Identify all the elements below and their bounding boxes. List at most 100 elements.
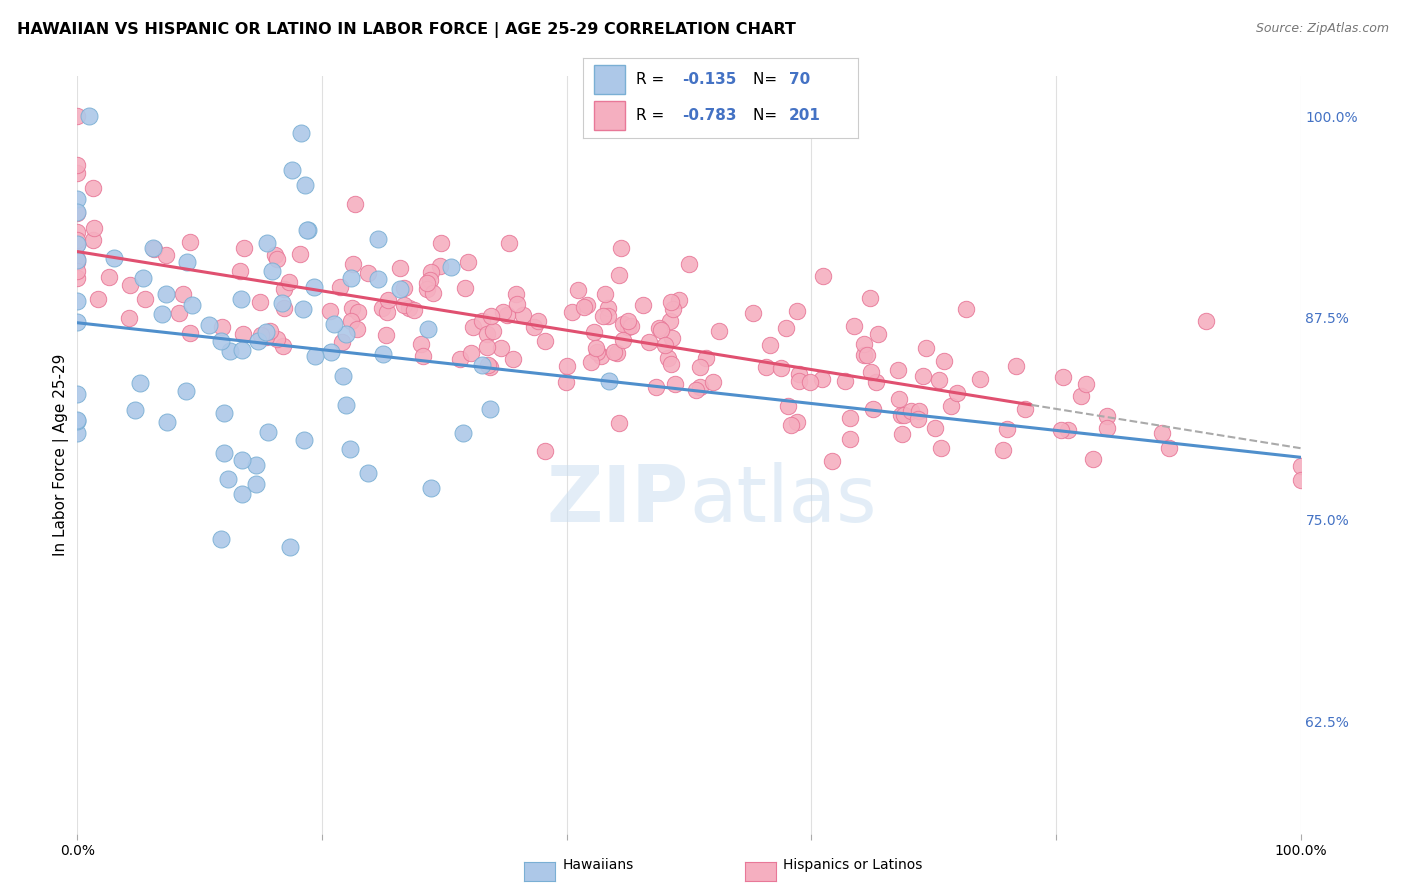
Point xyxy=(668,293,690,307)
Point xyxy=(82,233,104,247)
Point xyxy=(475,340,498,354)
Point xyxy=(471,313,494,327)
Point xyxy=(1289,473,1312,487)
Point xyxy=(297,222,319,236)
Text: 201: 201 xyxy=(789,108,821,123)
Point xyxy=(607,416,630,430)
Point xyxy=(596,301,619,315)
Point xyxy=(332,369,354,384)
Point xyxy=(1074,376,1097,391)
Point xyxy=(422,286,444,301)
Point xyxy=(179,235,201,249)
Point xyxy=(419,265,441,279)
Point xyxy=(429,235,451,250)
Point xyxy=(654,338,676,352)
Point xyxy=(859,365,882,379)
Point xyxy=(266,252,288,267)
Point xyxy=(523,320,546,334)
Point xyxy=(662,301,685,316)
Point xyxy=(479,309,502,323)
Point xyxy=(1052,370,1074,384)
Point xyxy=(496,309,519,323)
Point xyxy=(596,309,619,323)
Point xyxy=(129,376,152,390)
Point xyxy=(371,301,394,316)
Point xyxy=(557,359,579,374)
Point xyxy=(1195,314,1218,328)
Point xyxy=(66,426,89,441)
Text: Source: ZipAtlas.com: Source: ZipAtlas.com xyxy=(1256,22,1389,36)
Point xyxy=(66,166,89,180)
Point xyxy=(388,260,411,275)
Point xyxy=(229,263,252,277)
Point xyxy=(288,246,311,260)
Point xyxy=(392,281,415,295)
Point xyxy=(66,253,89,268)
Point xyxy=(477,326,499,341)
Point xyxy=(612,317,634,331)
Point xyxy=(291,301,314,316)
Point xyxy=(211,319,233,334)
Point xyxy=(620,318,643,333)
Point xyxy=(659,294,682,309)
Point xyxy=(555,376,578,390)
Point xyxy=(534,334,557,348)
Text: Hispanics or Latinos: Hispanics or Latinos xyxy=(783,858,922,872)
Point xyxy=(842,318,865,333)
Point xyxy=(995,422,1018,436)
Point xyxy=(585,341,607,355)
Point xyxy=(561,305,583,319)
Point xyxy=(232,326,254,341)
Point xyxy=(420,481,443,495)
FancyBboxPatch shape xyxy=(595,65,624,95)
Point xyxy=(66,236,89,251)
Point xyxy=(907,412,929,426)
Point xyxy=(664,377,686,392)
Point xyxy=(449,352,471,367)
Point xyxy=(689,360,711,375)
Point xyxy=(1095,409,1118,423)
Point xyxy=(1289,458,1312,473)
Point xyxy=(392,298,415,312)
Point xyxy=(512,308,534,322)
Point xyxy=(900,403,922,417)
Point xyxy=(492,304,515,318)
Point xyxy=(342,301,364,315)
Point xyxy=(659,314,682,328)
Point xyxy=(257,425,280,439)
Point xyxy=(254,330,277,344)
Point xyxy=(416,277,439,291)
Point xyxy=(657,351,679,365)
Point xyxy=(769,361,792,376)
Point xyxy=(786,304,808,318)
Point xyxy=(759,338,782,352)
Point xyxy=(340,270,363,285)
Point xyxy=(908,404,931,418)
Point xyxy=(862,402,884,417)
Point xyxy=(631,298,654,312)
Point xyxy=(638,335,661,350)
Point xyxy=(932,354,955,368)
Point xyxy=(527,314,550,328)
Point xyxy=(66,205,89,219)
Point xyxy=(250,327,273,342)
Point xyxy=(412,349,434,363)
Point xyxy=(839,411,862,425)
Point xyxy=(1014,402,1036,417)
Point xyxy=(66,252,89,266)
Text: N=: N= xyxy=(754,72,783,87)
Point xyxy=(66,255,89,269)
Point xyxy=(281,162,304,177)
Point xyxy=(891,427,914,442)
Point xyxy=(231,453,253,467)
Point xyxy=(79,109,101,123)
Point xyxy=(172,286,194,301)
Point xyxy=(335,398,357,412)
Point xyxy=(247,334,270,348)
Point xyxy=(339,442,361,456)
Point xyxy=(567,283,589,297)
Point xyxy=(460,346,482,360)
Point xyxy=(371,347,394,361)
Point xyxy=(278,276,301,290)
Point xyxy=(609,241,631,255)
